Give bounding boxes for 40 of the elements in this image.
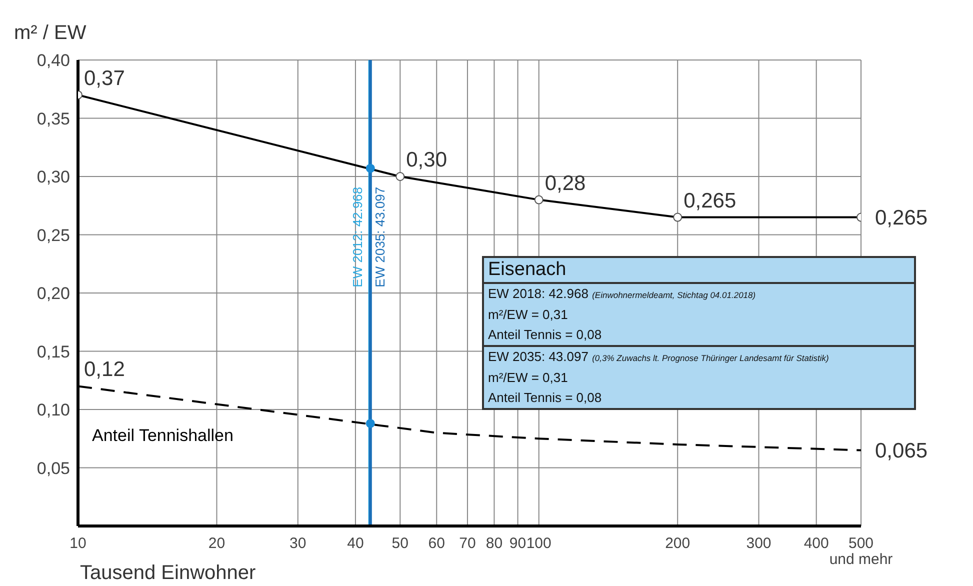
data-label: 0,37	[84, 66, 125, 90]
y-tick-label: 0,25	[36, 226, 70, 245]
y-tick-label: 0,10	[36, 400, 70, 420]
x-tick-label: 400	[804, 535, 829, 552]
y-tick-label: 0,40	[36, 51, 70, 70]
x-tick-label: 50	[392, 535, 408, 552]
x-tick-label: 300	[746, 535, 772, 552]
y-tick-label: 0,30	[36, 168, 70, 187]
x-tick-label: 500 und mehr	[829, 535, 893, 568]
data-label: 0,12	[84, 358, 125, 382]
annotation: EW 2035: 43.097 (0,3% Zuwachs lt. Prognose Thüringer Landesamt für Statistik)	[484, 345, 914, 368]
annotation: EW 2018: 42.968 (Einwohnermeldeamt, Stichtag 04.01.2018)	[487, 285, 757, 303]
x-tick-label: 10	[70, 535, 86, 552]
y-tick-label: 0,05	[36, 458, 70, 478]
data-label: 0,265	[684, 189, 736, 212]
x-tick-label: 90	[509, 535, 526, 552]
y-axis-title: m² / EW	[14, 22, 86, 45]
ref-line-label: EW 2035: 43.097	[372, 186, 388, 288]
x-tick-label: 100	[526, 535, 552, 552]
y-tick-label: 0,15	[36, 342, 70, 362]
y-tick-label: 0,20	[36, 284, 70, 304]
annotation: m²/EW = 0,31	[487, 369, 569, 387]
data-label: 0,065	[875, 439, 928, 462]
annotation: Eisenach	[484, 258, 914, 284]
data-label: 0,265	[875, 206, 928, 230]
x-tick-label: 200	[665, 535, 690, 552]
x-tick-label: 30	[290, 535, 306, 552]
y-tick-label: 0,35	[36, 109, 70, 128]
annotation: m²/EW = 0,31	[487, 306, 569, 324]
data-label: 0,28	[544, 172, 586, 195]
x-tick-label: 80	[486, 535, 503, 552]
ref-line-label: EW 2012: 42.968	[350, 186, 365, 288]
annotation: Anteil Tennis = 0,08	[487, 326, 603, 344]
x-tick-label: 60	[428, 535, 445, 552]
x-tick-label: 40	[347, 535, 364, 552]
series-label: Anteil Tennishallen	[92, 426, 234, 446]
x-axis-title: Tausend Einwohner	[80, 562, 256, 585]
x-tick-label: 70	[459, 535, 476, 552]
annotation: Anteil Tennis = 0,08	[487, 389, 603, 407]
x-tick-label: 20	[208, 535, 226, 552]
